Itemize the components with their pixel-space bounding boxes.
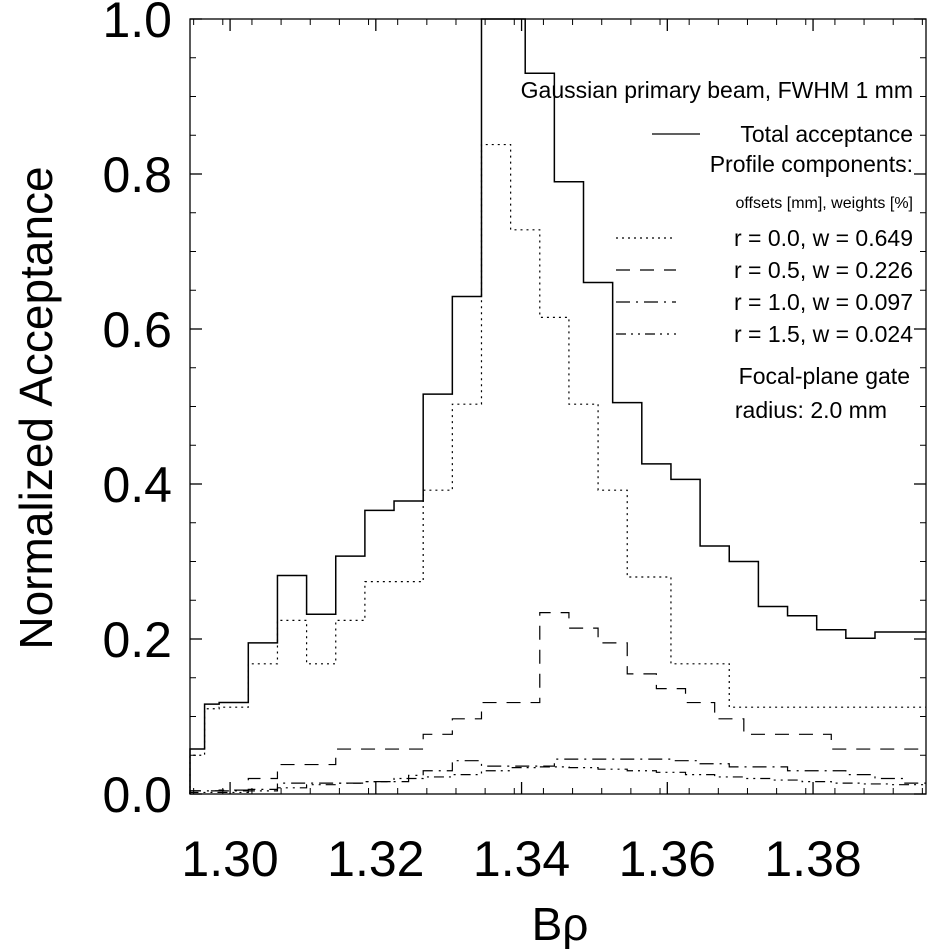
x-tick-label: 1.30 [181, 831, 278, 887]
gate-label-line1: Focal-plane gate [739, 363, 910, 389]
y-tick-label: 0.6 [102, 302, 172, 358]
y-tick-label: 0.0 [102, 767, 172, 823]
tick-labels: 0.0 0.2 0.4 0.6 0.8 1.0 1.30 1.32 1.34 1.36 1.38 [102, 0, 861, 887]
plot-title: Gaussian primary beam, FWHM 1 mm [521, 77, 913, 103]
series-dashdotdot-line [189, 766, 926, 794]
gate-label-line2: radius: 2.0 mm [735, 397, 887, 423]
units-note: offsets [mm], weights [%] [735, 195, 913, 212]
series-dashed-line [189, 612, 926, 794]
x-tick-label: 1.32 [327, 831, 424, 887]
y-axis-title: Normalized Acceptance [10, 166, 62, 649]
x-tick-label: 1.36 [619, 831, 716, 887]
series-solid-line [189, 18, 926, 794]
x-tick-label: 1.38 [764, 831, 861, 887]
series-dashdot-line [189, 758, 926, 794]
legend-label: r = 1.5, w = 0.024 [734, 321, 913, 347]
axis-ticks [190, 18, 926, 795]
x-tick-label: 1.34 [473, 831, 570, 887]
legend: Total acceptance r = 0.0, w = 0.649 r = 0.… [616, 121, 913, 347]
y-tick-label: 0.2 [102, 612, 172, 668]
y-tick-label: 0.4 [102, 457, 172, 513]
legend-label: r = 0.0, w = 0.649 [734, 225, 913, 251]
legend-label: r = 1.0, w = 0.097 [734, 289, 913, 315]
y-tick-label: 1.0 [102, 0, 172, 48]
components-header: Profile components: [710, 151, 913, 177]
x-axis-title: Bρ [532, 898, 589, 949]
series-layer [189, 18, 926, 794]
legend-label: r = 0.5, w = 0.226 [734, 257, 913, 283]
y-tick-label: 0.8 [102, 147, 172, 203]
legend-label: Total acceptance [740, 121, 913, 147]
